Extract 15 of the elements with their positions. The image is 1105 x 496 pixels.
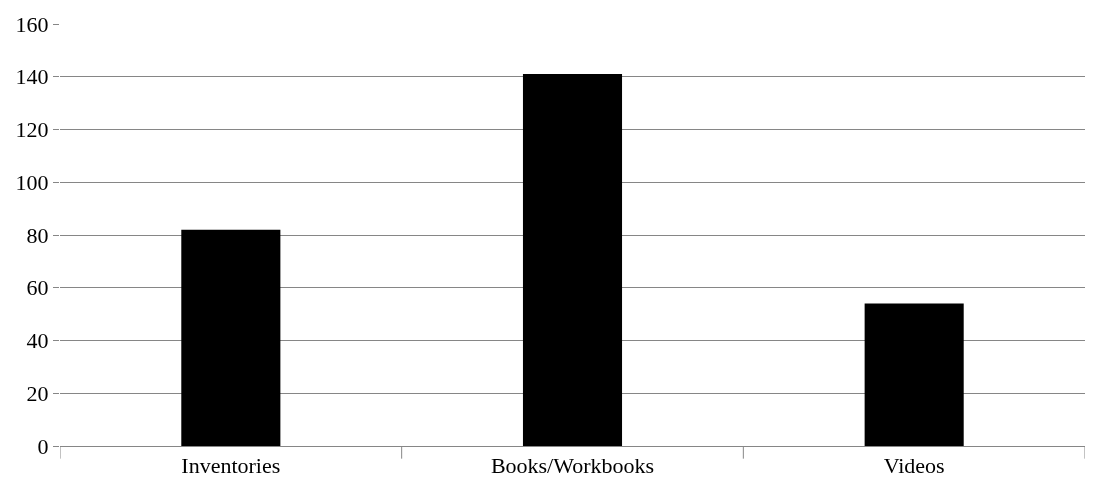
y-tick-label: 80 [26, 222, 49, 248]
x-tick-label: Videos [883, 453, 945, 479]
bar [522, 74, 623, 446]
y-tick-label: 120 [15, 117, 49, 143]
y-tick-label: 60 [26, 275, 49, 301]
y-tick-label: 160 [15, 11, 49, 37]
x-tick-label: Inventories [181, 453, 281, 479]
bar [864, 303, 964, 446]
x-tick-label: Books/Workbooks [490, 453, 655, 479]
y-tick-label: 140 [15, 64, 49, 90]
y-tick-label: 40 [26, 328, 49, 354]
bar [181, 229, 281, 446]
y-tick-label: 100 [15, 169, 49, 195]
y-tick-label: 0 [37, 433, 49, 459]
y-tick-label: 20 [26, 380, 49, 406]
